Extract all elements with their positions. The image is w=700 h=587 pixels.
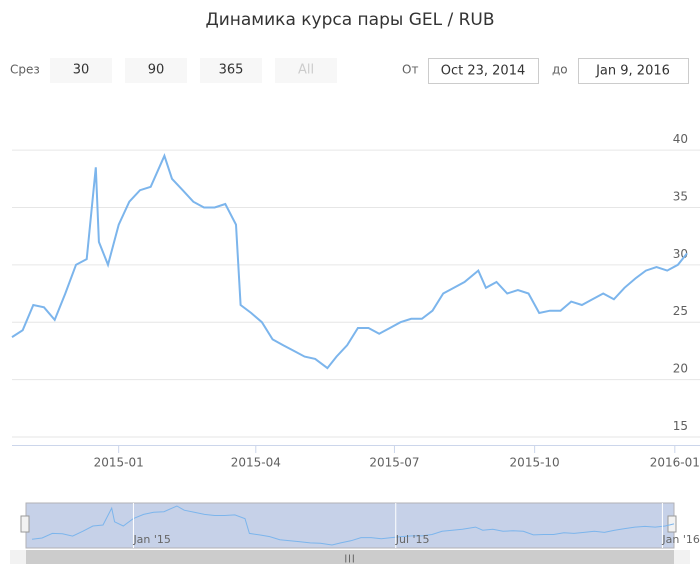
range-button-label[interactable]: 90 (148, 63, 165, 78)
x-tick-label: 2015-04 (231, 456, 281, 470)
x-tick-label: 2015-07 (369, 456, 419, 470)
from-label: От (402, 63, 418, 77)
range-button-label[interactable]: All (298, 63, 314, 78)
navigator-handle[interactable] (20, 515, 30, 533)
navigator-line (31, 505, 675, 546)
scrollbar-grip: ||| (344, 554, 355, 563)
x-tick-label: 2015-01 (94, 456, 144, 470)
chart-title: Динамика курса пары GEL / RUB (205, 10, 494, 30)
range-button-label[interactable]: 30 (73, 63, 90, 78)
to-input[interactable] (578, 58, 689, 84)
range-button-label[interactable]: 365 (219, 63, 244, 78)
from-input[interactable] (428, 58, 539, 84)
range-label: Срез (10, 63, 40, 77)
y-tick-label: 15 (673, 419, 688, 433)
range-button[interactable] (50, 58, 112, 83)
scrollbar-thumb[interactable] (26, 550, 674, 564)
y-tick-label: 20 (673, 362, 688, 376)
to-label: до (552, 63, 568, 77)
x-tick-label: 2015-10 (510, 456, 560, 470)
y-tick-label: 40 (673, 132, 688, 146)
navigator-tick-label: Jul '15 (395, 533, 430, 546)
series-line (11, 153, 688, 370)
range-button[interactable] (125, 58, 187, 83)
y-tick-label: 35 (673, 189, 688, 203)
range-button[interactable] (200, 58, 262, 83)
to-value[interactable]: Jan 9, 2016 (595, 64, 670, 79)
navigator-tick-label: Jan '16 (661, 533, 699, 546)
from-value[interactable]: Oct 23, 2014 (441, 64, 526, 79)
navigator-tick-label: Jan '15 (132, 533, 170, 546)
x-tick-label: 2016-01 (650, 456, 700, 470)
y-tick-label: 25 (673, 304, 688, 318)
range-button[interactable] (275, 58, 337, 83)
